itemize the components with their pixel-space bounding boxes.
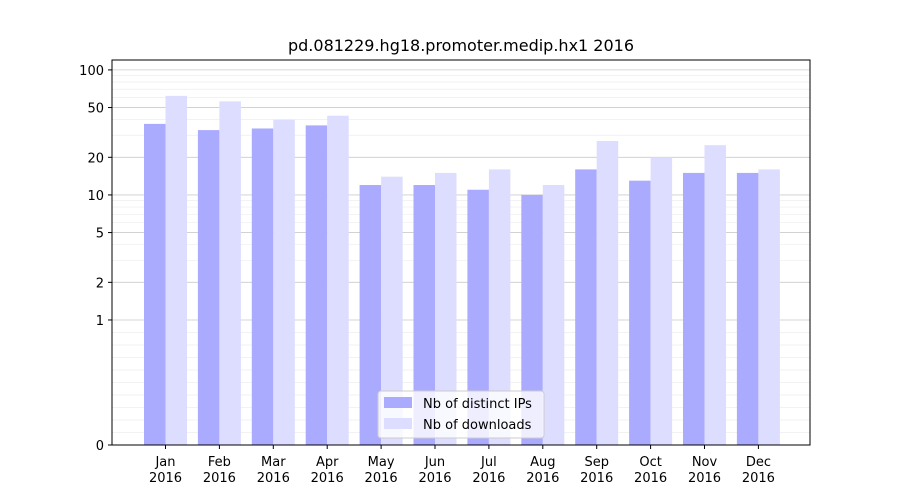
legend-label: Nb of downloads — [423, 418, 532, 433]
legend: Nb of distinct IPs Nb of downloads — [377, 390, 545, 439]
x-tick-label-month: May — [368, 455, 395, 470]
legend-label: Nb of distinct IPs — [423, 397, 532, 412]
x-tick-label-month: Oct — [639, 455, 661, 470]
x-tick-label-year: 2016 — [257, 471, 290, 486]
legend-swatch — [384, 397, 412, 408]
bar-distinct-ips-jun — [413, 185, 435, 445]
bar-distinct-ips-jan — [144, 123, 166, 445]
x-tick-label-month: Jul — [480, 455, 497, 470]
x-tick-label-year: 2016 — [742, 471, 775, 486]
x-tick-label-month: Sep — [584, 455, 609, 470]
bar-downloads-dec — [758, 169, 780, 445]
y-tick-label: 0 — [96, 439, 104, 454]
bar-downloads-mar — [273, 119, 295, 446]
x-tick-label-year: 2016 — [634, 471, 667, 486]
bar-distinct-ips-mar — [251, 128, 274, 445]
x-tick-label-year: 2016 — [365, 471, 398, 486]
bar-downloads-jan — [165, 95, 187, 446]
bar-downloads-jun — [435, 172, 457, 445]
bar-distinct-ips-apr — [305, 125, 328, 445]
x-tick-label-month: Jun — [424, 455, 445, 470]
x-tick-label-month: Apr — [316, 455, 339, 470]
chart-title: pd.081229.hg18.promoter.medip.hx1 2016 — [288, 36, 634, 55]
x-tick-label-month: Mar — [261, 455, 286, 470]
legend-box — [377, 390, 545, 439]
plot-frame — [111, 59, 811, 446]
x-tick-label-month: Nov — [692, 455, 718, 470]
x-tick-label-year: 2016 — [580, 471, 613, 486]
y-tick-label: 10 — [87, 189, 104, 204]
x-tick-label-year: 2016 — [688, 471, 721, 486]
bars-layer — [144, 95, 780, 446]
x-tick-label-year: 2016 — [472, 471, 505, 486]
bar-distinct-ips-sep — [575, 169, 597, 445]
x-tick-label-year: 2016 — [311, 471, 344, 486]
x-tick-label-month: Aug — [530, 455, 555, 470]
bar-distinct-ips-dec — [736, 172, 759, 445]
y-tick-label: 1 — [96, 314, 104, 329]
y-tick-label: 100 — [79, 64, 104, 79]
bar-distinct-ips-may — [359, 185, 382, 445]
bar-downloads-nov — [704, 145, 726, 445]
bar-distinct-ips-oct — [629, 180, 651, 445]
bar-distinct-ips-aug — [521, 194, 543, 445]
y-tick-label: 5 — [96, 227, 104, 242]
bar-downloads-apr — [327, 115, 349, 445]
x-tick-label-month: Jan — [154, 455, 175, 470]
bar-downloads-sep — [596, 140, 619, 445]
legend-swatch — [384, 418, 412, 429]
bar-downloads-oct — [650, 157, 673, 445]
bar-downloads-feb — [219, 101, 241, 445]
y-axis: 0 1 2 5 10 20 50 100 — [79, 64, 112, 454]
x-tick-label-year: 2016 — [418, 471, 451, 486]
bar-distinct-ips-feb — [197, 130, 220, 445]
x-tick-label-month: Feb — [208, 455, 231, 470]
bar-distinct-ips-nov — [683, 172, 705, 445]
y-tick-label: 2 — [96, 276, 104, 291]
y-tick-label: 20 — [87, 151, 104, 166]
x-tick-label-year: 2016 — [149, 471, 182, 486]
x-tick-label-year: 2016 — [203, 471, 236, 486]
y-tick-label: 50 — [87, 102, 104, 117]
x-axis: Jan2016Feb2016Mar2016Apr2016May2016Jun20… — [149, 445, 775, 486]
bar-downloads-aug — [542, 185, 565, 445]
bar-distinct-ips-jul — [467, 189, 489, 445]
x-tick-label-year: 2016 — [526, 471, 559, 486]
bar-downloads-may — [381, 176, 403, 445]
x-tick-label-month: Dec — [746, 455, 771, 470]
bar-downloads-jul — [488, 169, 511, 445]
